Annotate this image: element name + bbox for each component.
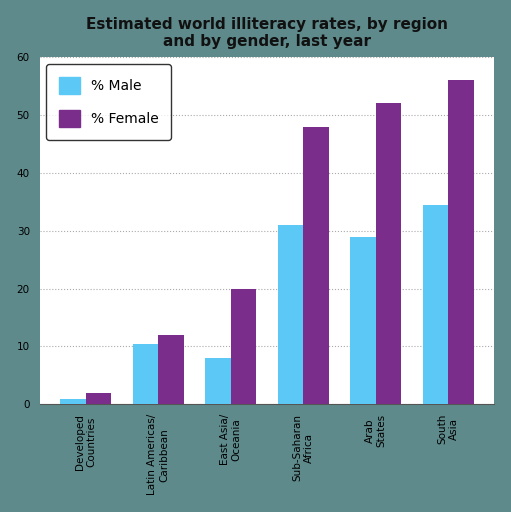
- Legend: % Male, % Female: % Male, % Female: [47, 64, 171, 140]
- Bar: [60, 398, 85, 404]
- Bar: [133, 344, 158, 404]
- Bar: [230, 289, 256, 404]
- Bar: [448, 80, 474, 404]
- Bar: [376, 103, 401, 404]
- Bar: [278, 225, 303, 404]
- Title: Estimated world illiteracy rates, by region
and by gender, last year: Estimated world illiteracy rates, by reg…: [86, 17, 448, 49]
- Bar: [303, 126, 329, 404]
- Bar: [85, 393, 111, 404]
- Bar: [205, 358, 230, 404]
- Bar: [158, 335, 183, 404]
- Bar: [351, 237, 376, 404]
- Bar: [423, 205, 448, 404]
